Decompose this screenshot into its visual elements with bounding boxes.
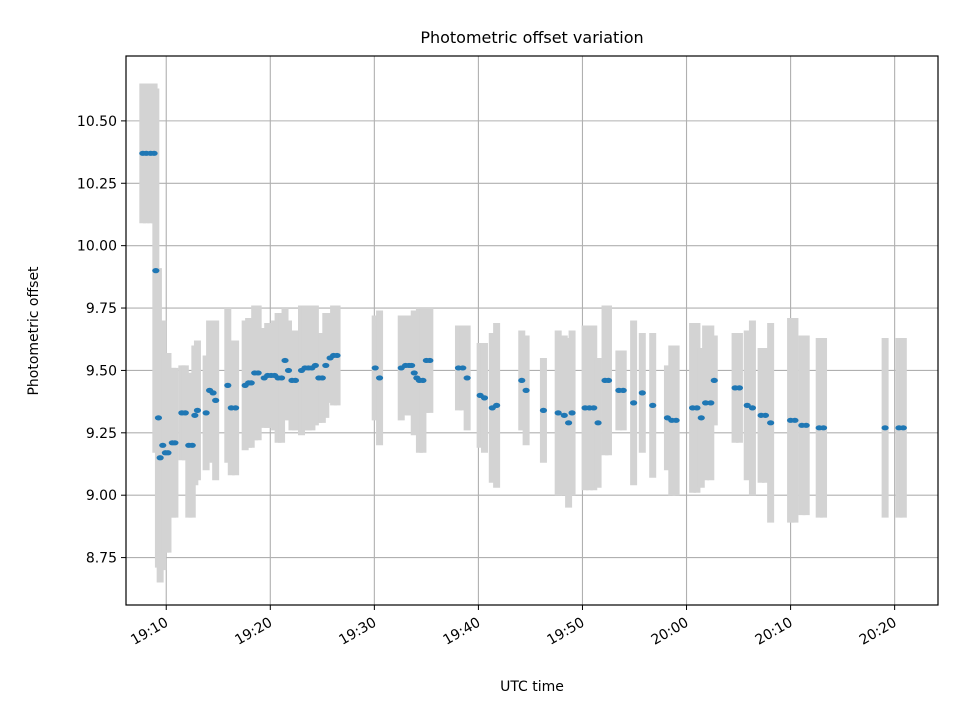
y-tick-label: 8.75: [86, 551, 117, 567]
data-point: [539, 407, 548, 413]
data-point: [254, 370, 262, 376]
data-point: [247, 380, 255, 386]
data-point: [707, 400, 715, 406]
data-point: [518, 377, 526, 384]
data-point: [791, 417, 799, 423]
data-point: [710, 377, 718, 384]
data-point: [899, 425, 907, 431]
data-point: [152, 268, 160, 274]
data-point: [333, 352, 341, 359]
data-points: [139, 150, 907, 461]
y-tick-label: 10.00: [77, 239, 117, 255]
plot-frame: [125, 55, 939, 606]
data-point: [181, 410, 189, 416]
data-point: [604, 377, 613, 384]
data-point: [735, 385, 744, 391]
data-point: [318, 375, 326, 381]
data-point: [193, 407, 202, 413]
y-tick-label: 9.00: [86, 488, 117, 504]
data-point: [277, 375, 286, 381]
y-tick-label: 9.75: [86, 301, 117, 317]
data-point: [649, 402, 657, 408]
data-point: [371, 365, 379, 371]
data-point: [156, 455, 164, 461]
data-point: [191, 412, 199, 418]
data-point: [281, 357, 289, 364]
y-tick-label: 10.50: [77, 114, 117, 130]
data-point: [480, 395, 489, 401]
data-point: [619, 387, 627, 393]
data-point: [154, 415, 163, 421]
data-point: [568, 410, 576, 416]
data-point: [408, 362, 416, 369]
y-axis-ticks: 8.75 9.00 9.25 9.50 9.75 10.00 10.25 10.50: [77, 114, 126, 567]
data-point: [419, 377, 427, 384]
data-point: [564, 420, 573, 426]
data-point: [630, 400, 638, 406]
data-point: [410, 370, 418, 376]
data-point: [672, 417, 680, 423]
data-point: [881, 425, 889, 431]
data-point: [188, 442, 196, 448]
data-point: [463, 375, 471, 381]
chart-title: Photometric offset variation: [420, 28, 643, 47]
data-point: [590, 405, 598, 411]
data-point: [202, 410, 210, 416]
data-point: [761, 412, 770, 418]
data-point: [702, 400, 710, 406]
y-axis-label: Photometric offset: [26, 266, 42, 396]
data-point: [150, 150, 158, 156]
data-point: [284, 367, 293, 374]
data-point: [159, 442, 167, 448]
data-point: [232, 405, 240, 411]
data-point: [493, 402, 501, 408]
data-point: [693, 405, 701, 411]
data-point: [748, 405, 757, 411]
data-point: [638, 390, 646, 396]
data-point: [802, 422, 810, 428]
data-point: [767, 420, 775, 426]
y-tick-label: 9.25: [86, 426, 117, 442]
data-point: [375, 375, 384, 381]
data-point: [560, 412, 568, 418]
data-point: [459, 365, 467, 371]
data-point: [212, 397, 220, 403]
data-point: [291, 377, 300, 384]
data-point: [311, 362, 319, 369]
data-point: [522, 387, 530, 393]
data-point: [171, 440, 179, 446]
y-tick-label: 9.50: [86, 363, 117, 379]
data-point: [322, 362, 330, 369]
data-point: [224, 382, 232, 388]
y-tick-label: 10.25: [77, 176, 117, 192]
data-point: [554, 410, 562, 416]
x-axis-label: UTC time: [500, 679, 564, 695]
data-point: [209, 390, 217, 396]
data-point: [697, 415, 705, 421]
data-point: [426, 357, 434, 364]
data-point: [594, 420, 602, 426]
data-point: [743, 402, 751, 408]
data-point: [819, 425, 828, 431]
data-point: [164, 450, 172, 456]
